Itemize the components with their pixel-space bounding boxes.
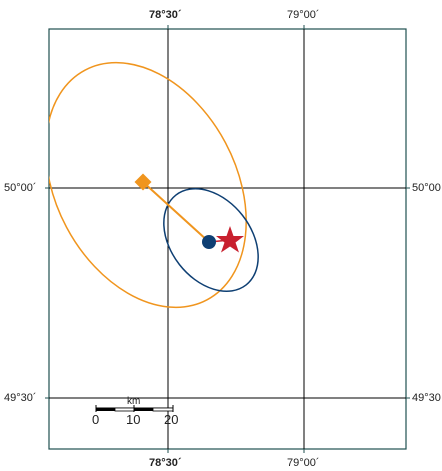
scale-bar-segment-4 [153, 408, 173, 411]
scale-bar-segment-1 [96, 408, 115, 411]
scale-bar-tick-0: 0 [92, 413, 99, 427]
right-label-49-30: 49°30 [412, 392, 441, 404]
scale-bar-tick-20: 20 [164, 413, 178, 427]
star-marker [216, 226, 244, 253]
left-label-50-00: 50°00´ [4, 182, 37, 194]
bottom-label-79-00: 79°00´ [287, 457, 320, 469]
right-label-50-00: 50°00 [412, 182, 441, 194]
scale-bar-tick-10: 10 [126, 413, 140, 427]
top-label-79-00: 79°00´ [287, 9, 320, 21]
left-label-49-30: 49°30´ [4, 392, 37, 404]
bottom-label-78-30: 78°30´ [149, 457, 182, 469]
scale-bar-segment-2 [115, 408, 134, 411]
scale-bar-segment-3 [134, 408, 153, 411]
scale-bar-unit: km [127, 396, 140, 407]
top-label-78-30: 78°30´ [149, 9, 182, 21]
circle-marker [202, 235, 216, 249]
offset-line [143, 182, 209, 242]
